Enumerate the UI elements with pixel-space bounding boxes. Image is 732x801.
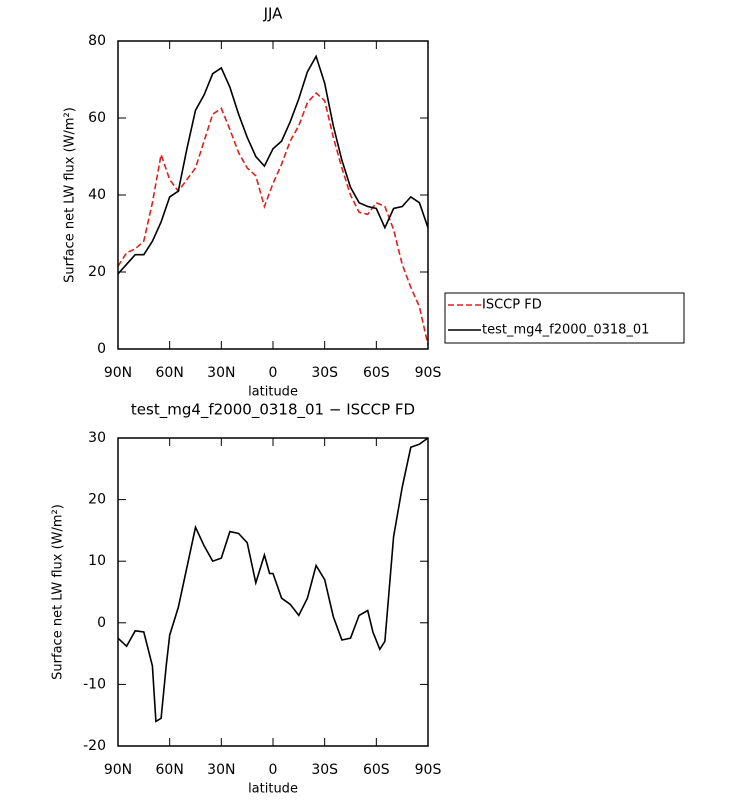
series-line — [118, 54, 428, 275]
y-tick-label: 20 — [88, 264, 106, 280]
y-tick-label: -20 — [83, 738, 106, 754]
x-tick-label: 90N — [104, 762, 132, 778]
x-tick-label: 30S — [311, 762, 338, 778]
y-tick-label: 60 — [88, 110, 106, 126]
y-tick-label: 30 — [88, 430, 106, 446]
x-tick-label: 0 — [269, 365, 278, 381]
x-axis-label: latitude — [248, 782, 298, 797]
x-tick-label: 60S — [363, 762, 390, 778]
series-line — [118, 437, 428, 723]
legend-box — [444, 292, 685, 344]
plot-frame — [117, 437, 429, 747]
x-axis-label: latitude — [248, 385, 298, 400]
x-tick-label: 90N — [104, 365, 132, 381]
chart-title: test_mg4_f2000_0318_01 − ISCCP FD — [131, 401, 415, 420]
legend-label: test_mg4_f2000_0318_01 — [482, 323, 649, 338]
y-tick-label: 10 — [88, 553, 106, 569]
x-tick-label: 30N — [207, 762, 235, 778]
y-tick-label: 0 — [97, 615, 106, 631]
x-tick-label: 30N — [207, 365, 235, 381]
y-tick-label: 0 — [97, 341, 106, 357]
y-axis-label: Surface net LW flux (W/m²) — [51, 504, 66, 680]
plot-frame — [117, 40, 429, 350]
x-tick-label: 90S — [415, 762, 442, 778]
x-tick-label: 30S — [311, 365, 338, 381]
y-tick-label: -10 — [83, 676, 106, 692]
x-tick-label: 0 — [269, 762, 278, 778]
x-tick-label: 60N — [156, 762, 184, 778]
y-tick-label: 20 — [88, 492, 106, 508]
y-axis-label: Surface net LW flux (W/m²) — [63, 107, 78, 283]
chart-title: JJA — [263, 5, 284, 23]
y-tick-label: 40 — [88, 187, 106, 203]
legend-label: ISCCP FD — [482, 298, 542, 313]
x-tick-label: 90S — [415, 365, 442, 381]
x-tick-label: 60N — [156, 365, 184, 381]
y-tick-label: 80 — [88, 33, 106, 49]
x-tick-label: 60S — [363, 365, 390, 381]
